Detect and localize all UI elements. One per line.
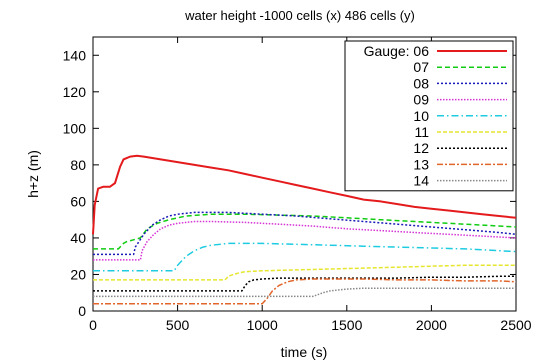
x-tick-label: 0 [89,317,97,333]
y-axis-label: h+z (m) [25,150,41,198]
y-tick-label: 20 [70,266,86,282]
x-tick-label: 1000 [247,317,278,333]
series-line-6 [93,264,516,281]
legend-box [344,40,514,192]
legend-label: 14 [413,173,429,189]
x-tick-label: 500 [166,317,190,333]
chart-title: water height -1000 cells (x) 486 cells (… [184,8,415,23]
series-line-8 [93,278,517,305]
legend-label: 09 [413,92,429,108]
series-line-3 [93,211,517,256]
legend-label: 10 [413,108,429,124]
legend-label: 13 [413,156,429,172]
series-line-5 [93,242,517,272]
series-line-2 [93,213,517,250]
y-tick-label: 0 [78,303,86,319]
y-tick-label: 140 [63,47,87,63]
x-axis-label: time (s) [281,344,328,360]
series-line-4 [93,220,517,261]
series-line-1 [92,154,517,235]
y-tick-label: 40 [70,230,86,246]
legend-label: 07 [413,59,429,75]
legend-label: Gauge: 06 [364,43,430,59]
y-tick-label: 80 [70,157,86,173]
series-line-7 [93,275,516,292]
plot-frame [92,36,517,312]
legend-label: 08 [413,75,429,91]
series-line-9 [93,287,516,298]
series-lines [92,154,517,305]
axis-ticks: 0 500 1000 1500 2000 2500 0 20 40 60 80 100 120 140 [63,37,532,333]
legend-label: 12 [413,140,429,156]
y-tick-label: 120 [63,84,87,100]
x-tick-label: 1500 [331,317,362,333]
x-tick-label: 2500 [500,317,531,333]
y-tick-label: 100 [63,120,87,136]
x-tick-label: 2000 [416,317,447,333]
legend-label: 11 [414,124,429,140]
y-tick-label: 60 [70,193,86,209]
